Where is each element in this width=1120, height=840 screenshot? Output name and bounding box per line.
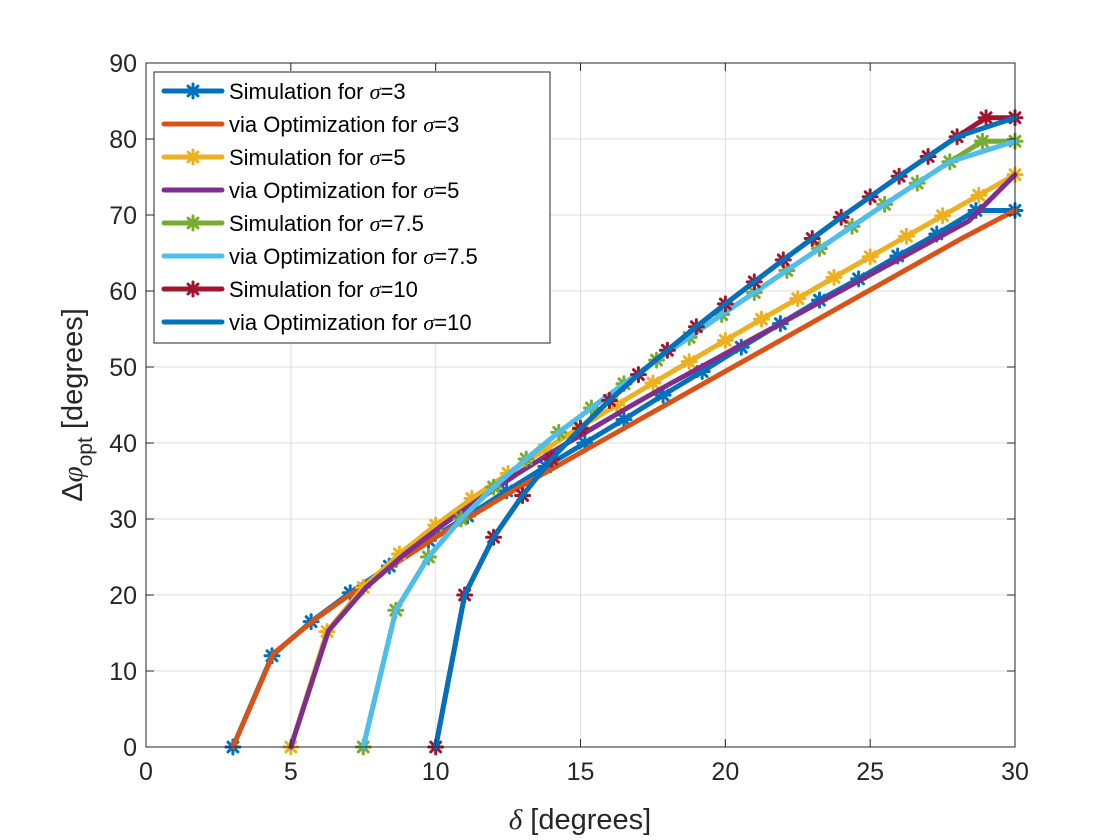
y-tick-label: 70 <box>109 202 137 230</box>
data-point <box>184 214 202 232</box>
data-point <box>753 310 771 328</box>
legend-label: via Optimization for σ=10 <box>229 310 472 335</box>
data-point <box>970 186 988 204</box>
y-tick-label: 40 <box>109 430 137 458</box>
legend-label: Simulation for σ=7.5 <box>229 211 424 236</box>
data-point <box>973 132 991 150</box>
y-axis-label: Δφopt [degrees] <box>57 308 97 502</box>
legend-label: via Optimization for σ=3 <box>229 112 459 137</box>
y-axis-delta: Δ <box>57 482 89 501</box>
data-point <box>184 148 202 166</box>
data-point <box>977 109 995 127</box>
y-tick-label: 60 <box>109 278 137 306</box>
y-tick-label: 50 <box>109 354 137 382</box>
x-axis-symbol: δ <box>509 804 523 836</box>
data-point <box>615 410 633 428</box>
data-point <box>184 82 202 100</box>
legend-box <box>153 71 551 344</box>
x-axis-unit: [degrees] <box>522 804 651 836</box>
x-tick-label: 30 <box>1001 758 1029 786</box>
data-point <box>934 207 952 225</box>
legend-entry-1: Simulation for σ=3 <box>161 79 406 104</box>
y-tick-label: 10 <box>109 658 137 686</box>
series-line <box>288 172 1018 750</box>
y-tick-label: 80 <box>109 126 137 154</box>
legend-entry-8: via Optimization for σ=10 <box>161 310 472 335</box>
x-tick-label: 10 <box>422 758 450 786</box>
series-8 <box>433 115 1018 750</box>
x-tick-label: 20 <box>711 758 739 786</box>
series-line <box>433 115 1018 750</box>
legend-entry-5: Simulation for σ=7.5 <box>161 211 424 236</box>
data-point <box>184 280 202 298</box>
y-tick-label: 30 <box>109 506 137 534</box>
legend-entry-2: via Optimization for σ=3 <box>161 112 459 137</box>
y-axis-symbol: φ <box>57 466 89 482</box>
y-tick-label: 0 <box>123 734 137 762</box>
legend-label: via Optimization for σ=5 <box>229 178 459 203</box>
legend: Simulation for σ=3 via Optimization for σ… <box>153 71 551 344</box>
data-point <box>716 331 734 349</box>
y-tick-label: 20 <box>109 582 137 610</box>
data-point <box>644 374 662 392</box>
x-tick-label: 5 <box>284 758 298 786</box>
data-point <box>680 353 698 371</box>
legend-entry-4: via Optimization for σ=5 <box>161 178 459 203</box>
y-axis-unit: [degrees] <box>57 308 89 437</box>
x-axis-label: δ [degrees] <box>509 804 651 836</box>
legend-entry-6: via Optimization for σ=7.5 <box>161 244 478 269</box>
data-point <box>825 268 843 286</box>
legend-label: Simulation for σ=3 <box>229 79 406 104</box>
data-point <box>789 290 807 308</box>
legend-label: via Optimization for σ=7.5 <box>229 244 478 269</box>
legend-entry-3: Simulation for σ=5 <box>161 145 406 170</box>
legend-entry-7: Simulation for σ=10 <box>161 277 418 302</box>
x-tick-label: 0 <box>139 758 153 786</box>
y-tick-label: 90 <box>109 50 137 78</box>
ticks: 0 5 10 15 20 25 30 0 10 20 30 40 50 60 70 80 90 <box>109 50 1029 786</box>
x-tick-label: 25 <box>856 758 884 786</box>
data-point <box>897 227 915 245</box>
data-point <box>861 248 879 266</box>
y-axis-subscript: opt <box>74 437 97 466</box>
legend-label: Simulation for σ=5 <box>229 145 406 170</box>
x-tick-label: 15 <box>567 758 595 786</box>
legend-label: Simulation for σ=10 <box>229 277 418 302</box>
series-4 <box>288 172 1018 750</box>
